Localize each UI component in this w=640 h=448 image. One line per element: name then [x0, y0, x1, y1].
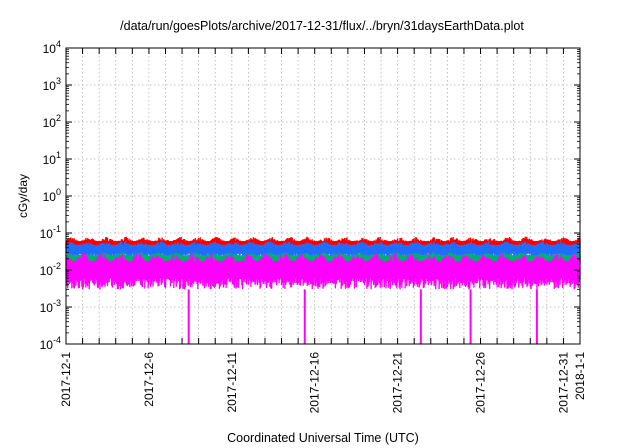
plot-area — [65, 236, 581, 344]
y-tick-label: 102 — [43, 113, 61, 130]
y-tick-label: 10-4 — [40, 335, 61, 352]
y-tick-label: 10-1 — [40, 224, 61, 241]
x-tick-label: 2017-12-31 — [556, 352, 570, 414]
y-tick-label: 10-2 — [40, 261, 61, 278]
series-line — [65, 252, 581, 290]
x-tick-label: 2017-12-16 — [308, 352, 322, 414]
y-tick-label: 101 — [43, 150, 61, 167]
x-tick-label: 2017-12-26 — [474, 352, 488, 414]
y-tick-label: 100 — [43, 187, 61, 204]
y-tick-labels: 10-4 10-3 10-2 10-1 100 101 102 103 104 — [40, 39, 61, 352]
x-tick-label: 2017-12-1 — [59, 352, 73, 407]
ticks — [65, 47, 581, 345]
x-axis-label: Coordinated Universal Time (UTC) — [227, 431, 419, 445]
grid — [66, 48, 580, 344]
y-tick-label: 104 — [43, 39, 61, 56]
chart-title: /data/run/goesPlots/archive/2017-12-31/f… — [120, 19, 524, 33]
y-tick-label: 10-3 — [40, 298, 61, 315]
y-axis-label: cGy/day — [16, 174, 30, 218]
x-tick-label: 2017-12-21 — [391, 352, 405, 414]
x-tick-label: 2017-12-6 — [142, 352, 156, 407]
x-tick-label: 2018-1-1 — [573, 352, 587, 400]
y-tick-label: 103 — [43, 76, 61, 93]
x-tick-labels: 2017-12-1 2017-12-6 2017-12-11 2017-12-16 20… — [59, 352, 587, 414]
x-tick-label: 2017-12-11 — [225, 352, 239, 413]
